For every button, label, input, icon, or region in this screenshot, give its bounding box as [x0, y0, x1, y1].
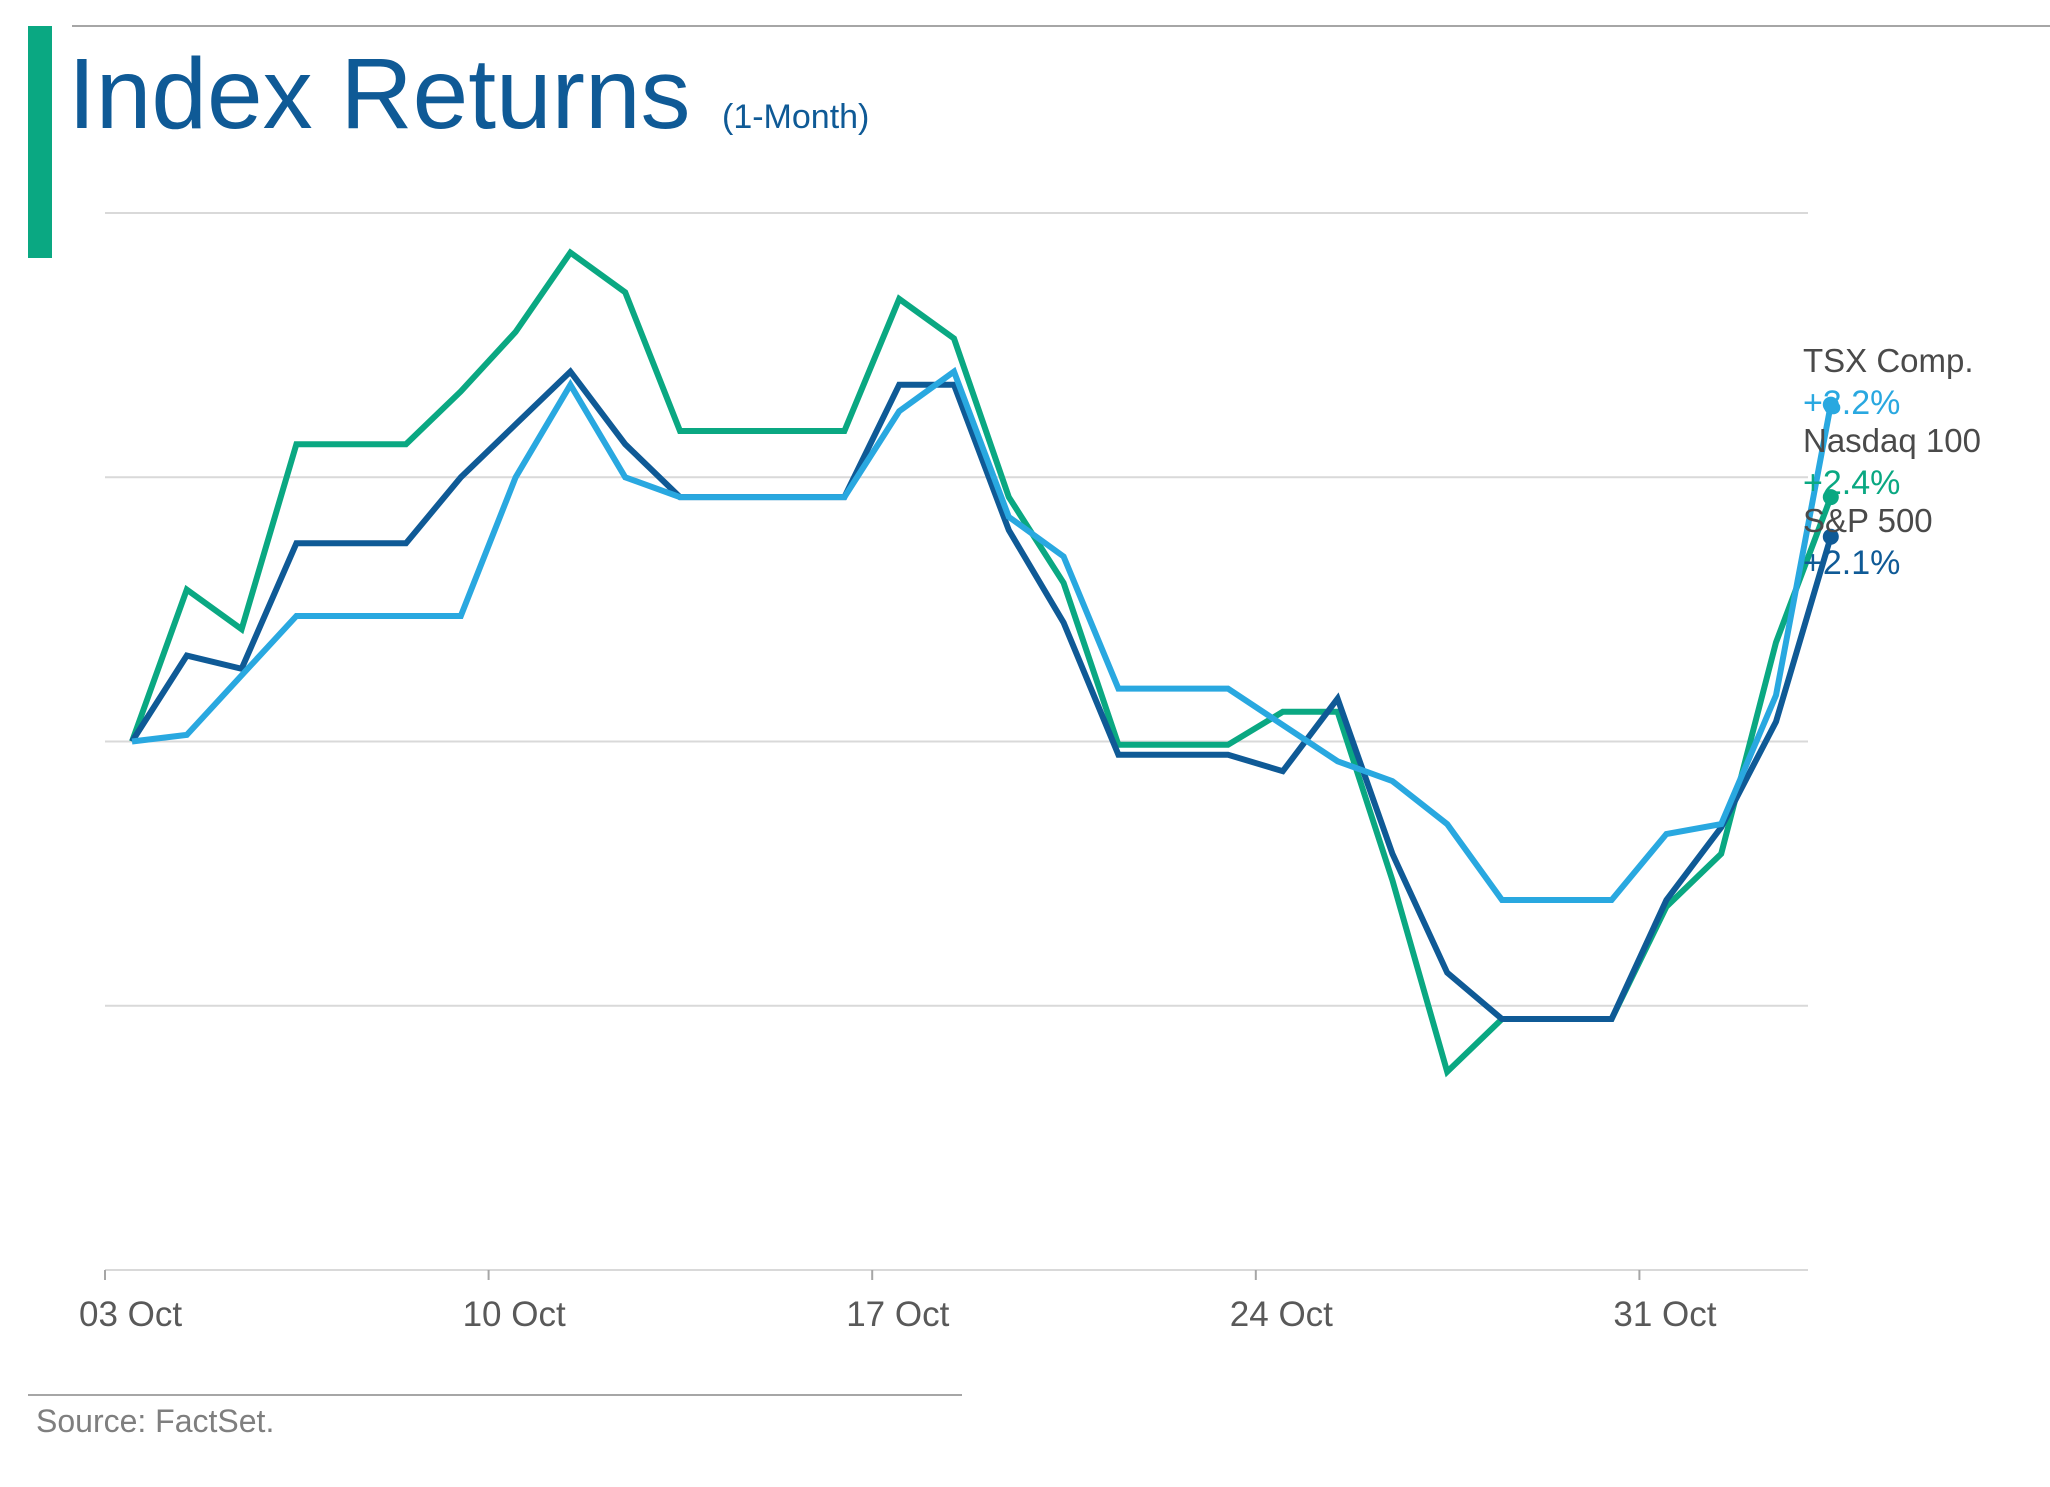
series-line-tsx-comp-	[131, 366, 1834, 903]
x-tick-label: 17 Oct	[846, 1295, 949, 1334]
legend-name-nasdaq-100: Nasdaq 100	[1803, 422, 1981, 459]
series-lines	[129, 248, 1834, 1078]
gridlines	[105, 212, 1808, 1271]
legend-value-nasdaq-100: +2.4%	[1803, 464, 1900, 502]
legend-value-tsx-comp-: +3.2%	[1803, 384, 1900, 422]
title-accent-bar	[28, 26, 52, 258]
x-axis: 03 Oct 10 Oct 17 Oct 24 Oct 31 Oct	[79, 1270, 1717, 1334]
chart-subtitle: (1-Month)	[722, 98, 869, 136]
end-marker-nasdaq-100	[1822, 489, 1839, 506]
end-marker-s-p-500	[1822, 528, 1839, 545]
end-marker-tsx-comp-	[1822, 396, 1839, 413]
legend-value-s-p-500: +2.1%	[1803, 544, 1900, 582]
legend-name-tsx-comp-: TSX Comp.	[1803, 342, 1974, 379]
x-tick-label: 31 Oct	[1613, 1295, 1716, 1334]
legend-name-s-p-500: S&P 500	[1803, 502, 1933, 539]
series-line-nasdaq-100	[129, 248, 1834, 1078]
source-note: Source: FactSet.	[36, 1403, 274, 1439]
chart-title: Index Returns	[68, 38, 691, 150]
x-tick-label: 10 Oct	[463, 1295, 566, 1334]
series-line-s-p-500	[129, 367, 1834, 1022]
x-tick-label: 03 Oct	[79, 1295, 182, 1334]
end-labels: TSX Comp. +3.2%Nasdaq 100 +2.4%S&P 500 +2.1…	[1803, 342, 1981, 582]
x-tick-label: 24 Oct	[1230, 1295, 1333, 1334]
